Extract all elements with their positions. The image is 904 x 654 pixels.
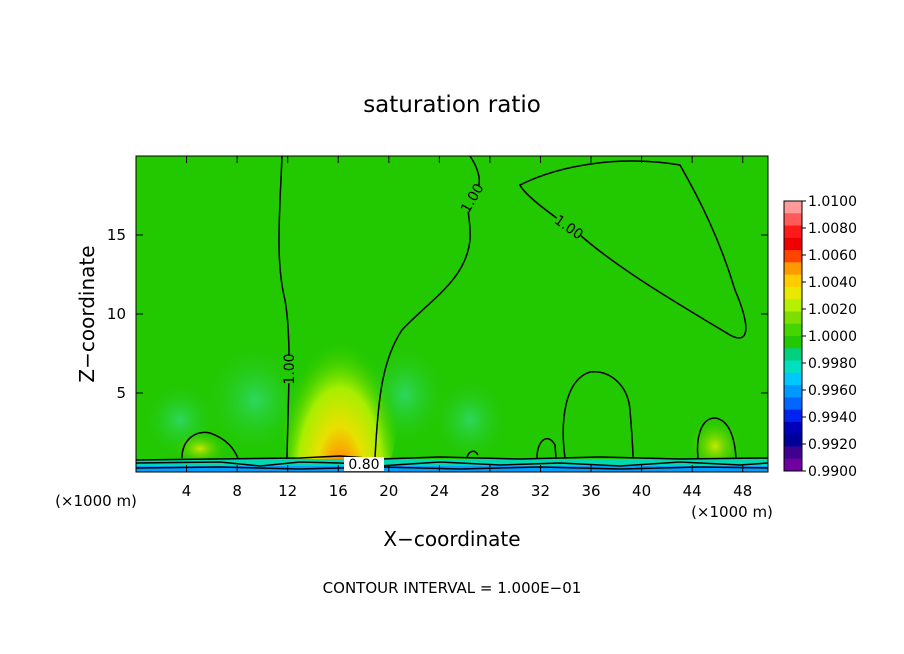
warm-region	[172, 427, 228, 463]
x-tick-label: 48	[733, 482, 752, 500]
colorbar-swatch	[784, 274, 802, 288]
colorbar-label: 0.9960	[808, 383, 857, 399]
colorbar-label: 0.9900	[808, 464, 857, 480]
colorbar-swatch	[784, 237, 802, 251]
contour-label-bg	[456, 180, 488, 216]
contour-line	[374, 156, 481, 459]
contour-line	[136, 455, 768, 461]
contour-label-group: 1.00 1.00 1.00 0.80	[280, 180, 587, 473]
contour-line	[536, 437, 557, 459]
colorbar-swatch	[784, 458, 802, 472]
colorbar-swatch	[784, 446, 802, 460]
colorbar-swatch	[784, 323, 802, 337]
colorbar-swatch	[784, 201, 802, 214]
contour-label-bg	[280, 355, 298, 383]
x-tick-label: 28	[480, 482, 499, 500]
warm-region	[687, 410, 743, 470]
colorbar-label: 0.9920	[808, 437, 857, 453]
y-axis-label: Z−coordinate	[75, 245, 99, 382]
warm-plume	[280, 260, 400, 472]
colorbar-swatch	[784, 213, 802, 227]
contour-line	[696, 417, 737, 459]
contour-label: 1.00	[282, 353, 298, 384]
colorbar: 1.0100 1.0080 1.0060 1.0040 1.0020 1.0000 0.99…	[783, 194, 857, 480]
y-tick-label: 10	[107, 305, 126, 323]
contour-line	[136, 461, 768, 467]
x-tick-label: 40	[632, 482, 651, 500]
colorbar-swatch	[784, 372, 802, 386]
contour-line	[466, 450, 479, 459]
colorbar-swatch	[784, 250, 802, 263]
colorbar-label: 0.9980	[808, 356, 857, 372]
x-axis-label: X−coordinate	[383, 527, 520, 551]
colorbar-label: 1.0100	[808, 194, 857, 210]
x-tick-label: 16	[329, 482, 348, 500]
contour-lines	[136, 156, 768, 470]
colorbar-swatch	[784, 286, 802, 300]
colorbar-swatch	[784, 262, 802, 276]
x-tick-label: 32	[531, 482, 550, 500]
x-tick-label: 12	[278, 482, 297, 500]
chart-title: saturation ratio	[363, 92, 541, 118]
colorbar-swatch	[784, 311, 802, 325]
colorbar-swatch	[784, 397, 802, 411]
x-tick-label: 36	[581, 482, 600, 500]
x-tick-label: 8	[232, 482, 242, 500]
colorbar-swatch	[784, 360, 802, 374]
x-tick-label: 20	[379, 482, 398, 500]
y-ticks: 5 10 15	[107, 226, 768, 402]
colorbar-swatch	[784, 348, 802, 362]
x-unit-right: (×1000 m)	[691, 503, 773, 521]
contour-line	[136, 466, 768, 470]
plot-area: 1.00 1.00 1.00 0.80	[136, 156, 768, 473]
contour-label: 0.80	[348, 457, 379, 473]
colorbar-swatch	[784, 421, 802, 435]
contour-line	[181, 431, 239, 459]
x-unit-left: (×1000 m)	[55, 492, 137, 510]
footer-text: CONTOUR INTERVAL = 1.000E−01	[323, 579, 582, 597]
colorbar-swatch	[784, 299, 802, 312]
cool-region	[430, 375, 510, 465]
y-tick-label: 15	[107, 226, 126, 244]
colorbar-label: 0.9940	[808, 410, 857, 426]
x-tick-label: 4	[182, 482, 192, 500]
colorbar-label: 1.0080	[808, 221, 857, 237]
contour-line	[562, 371, 634, 459]
x-ticks: 4 8 12 16 20 24 28 32 36 40 44 48	[182, 156, 752, 500]
colorbar-label: 1.0040	[808, 275, 857, 291]
colorbar-swatch	[784, 336, 802, 349]
y-tick-label: 5	[116, 384, 126, 402]
x-tick-label: 24	[430, 482, 449, 500]
colorbar-label: 1.0000	[808, 329, 857, 345]
colorbar-swatch	[784, 385, 802, 398]
contour-label-bg	[551, 211, 587, 243]
colorbar-label: 1.0060	[808, 248, 857, 264]
colorbar-swatch	[784, 225, 802, 239]
contour-label-bg	[344, 457, 384, 471]
x-tick-label: 44	[683, 482, 702, 500]
colorbar-swatch	[784, 434, 802, 447]
colorbar-swatch	[784, 409, 802, 423]
colorbar-label: 1.0020	[808, 302, 857, 318]
contour-line	[278, 156, 290, 459]
